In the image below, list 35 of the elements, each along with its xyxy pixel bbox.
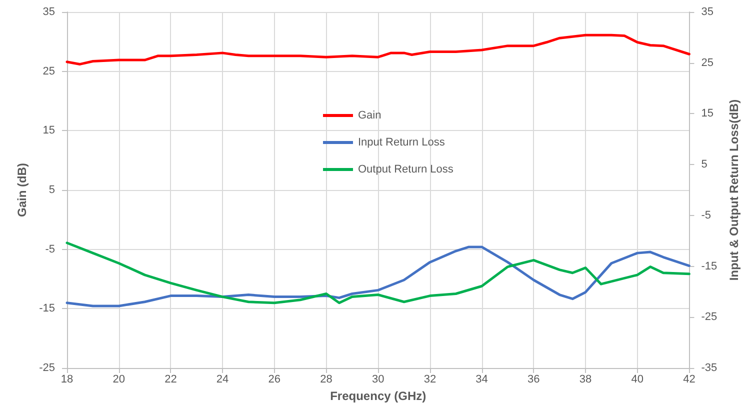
x-tick-label: 32: [424, 374, 436, 386]
x-tick-label: 18: [60, 374, 74, 386]
x-tick-label: 42: [683, 374, 696, 386]
x-tick-label: 26: [268, 374, 281, 386]
y2-tick-label: -15: [701, 260, 718, 272]
y-tick-label: -25: [39, 362, 55, 374]
legend-label: Output Return Loss: [358, 164, 454, 176]
x-axis-title: Frequency (GHz): [330, 389, 426, 403]
legend-label: Gain: [358, 110, 382, 122]
x-tick-label: 40: [631, 374, 644, 386]
x-tick-label: 36: [528, 374, 540, 386]
line-series: [66, 34, 690, 66]
y-tick-label: 5: [48, 184, 55, 196]
y-tick-label: 25: [42, 65, 55, 78]
y-tick-label: 35: [42, 6, 55, 18]
y-tick-label: -5: [45, 243, 55, 256]
y2-tick-label: -35: [701, 362, 718, 374]
y2-tick-label: 15: [701, 108, 714, 120]
y-tick-label: 15: [42, 124, 55, 137]
x-tick-label: 20: [112, 374, 125, 386]
x-tick-label: 38: [579, 374, 592, 386]
y2-tick-label: -25: [701, 311, 718, 324]
y2-tick-label: 25: [701, 56, 714, 69]
y-axis-title: Gain (dB): [15, 163, 30, 217]
y2-tick-label: -5: [701, 209, 711, 222]
x-tick-label: 30: [372, 374, 384, 386]
x-tick-label: 22: [164, 374, 177, 386]
y2-tick-label: 5: [701, 158, 708, 171]
x-tick-label: 28: [320, 374, 332, 386]
x-tick-label: 34: [476, 374, 488, 386]
x-tick-label: 24: [216, 374, 229, 386]
y2-axis-title: Input & Output Return Loss(dB): [727, 99, 741, 281]
legend-label: Input Return Loss: [358, 136, 446, 148]
y-tick-label: -15: [39, 302, 55, 315]
y2-tick-label: 35: [701, 6, 714, 18]
